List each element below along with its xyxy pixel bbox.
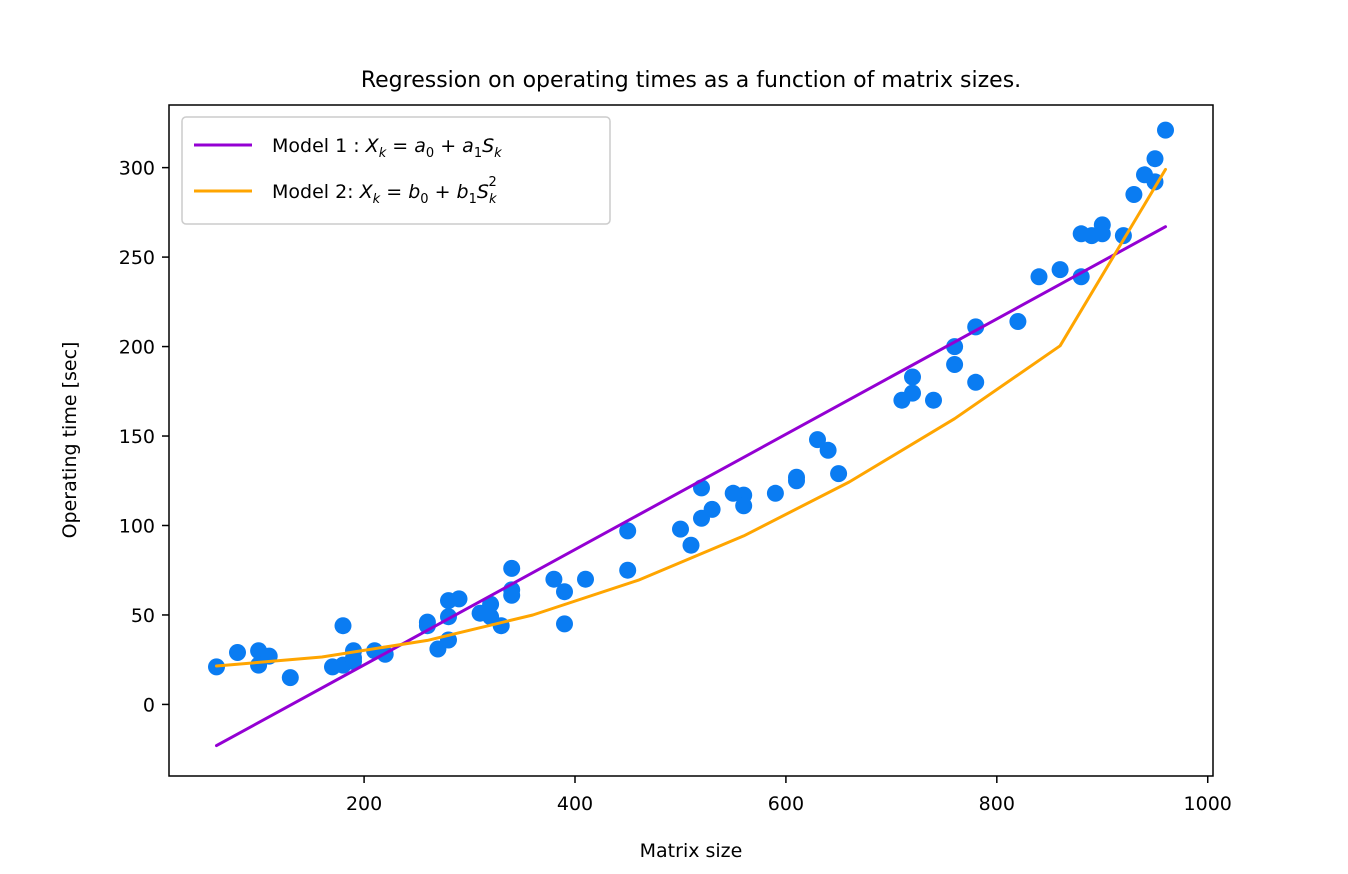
legend-label-model-1: Model 1 : Xk = a0 + a1Sk xyxy=(272,135,502,161)
data-point xyxy=(1009,313,1027,330)
series-line-model-2 xyxy=(215,167,1167,668)
data-point xyxy=(809,431,826,449)
data-point xyxy=(967,373,985,391)
legend-label-model-2: Model 2: Xk = b0 + b1Sk2 xyxy=(272,175,497,207)
y-tick-label: 300 xyxy=(119,158,155,180)
y-tick-label: 100 xyxy=(119,515,155,537)
data-point xyxy=(819,441,837,459)
data-point xyxy=(1030,268,1048,286)
x-axis: 200 400 600 800 1000 xyxy=(346,776,1232,815)
y-axis-label: Operating time [sec] xyxy=(59,342,81,539)
data-point xyxy=(281,669,299,687)
data-point xyxy=(788,468,805,486)
y-tick-label: 200 xyxy=(119,337,155,359)
data-point xyxy=(946,338,964,356)
data-point xyxy=(682,536,700,554)
x-tick-label: 600 xyxy=(768,793,804,815)
data-point xyxy=(766,484,784,502)
y-tick-label: 150 xyxy=(119,426,155,448)
legend: Model 1 : Xk = a0 + a1Sk Model 2: Xk = b… xyxy=(181,116,611,225)
x-tick-label: 800 xyxy=(979,793,1015,815)
data-point xyxy=(556,615,573,633)
data-point xyxy=(703,500,721,518)
data-point xyxy=(1051,261,1069,279)
y-tick-label: 250 xyxy=(119,247,155,269)
y-tick-label: 0 xyxy=(143,694,155,716)
chart-title: Regression on operating times as a funct… xyxy=(361,68,1021,93)
data-point xyxy=(925,391,942,409)
data-point xyxy=(1072,268,1090,286)
data-point xyxy=(229,644,246,661)
data-point xyxy=(735,497,753,515)
data-point xyxy=(334,617,352,635)
data-point xyxy=(904,384,921,402)
data-point xyxy=(830,465,848,483)
data-point xyxy=(619,561,637,579)
x-tick-label: 200 xyxy=(346,793,382,815)
data-point xyxy=(577,570,594,588)
data-point xyxy=(904,368,921,386)
y-tick-label: 50 xyxy=(131,605,155,627)
x-axis-label: Matrix size xyxy=(640,840,743,862)
data-point xyxy=(1125,186,1143,203)
data-point xyxy=(1146,150,1164,168)
y-axis: 0 50 100 150 200 250 300 xyxy=(119,158,169,716)
axes-frame xyxy=(168,104,1214,777)
data-point xyxy=(545,570,563,588)
data-point xyxy=(946,356,964,373)
x-tick-label: 400 xyxy=(557,793,593,815)
series-line-model-1 xyxy=(215,225,1167,748)
data-point xyxy=(503,559,521,577)
data-point xyxy=(672,520,689,538)
data-point xyxy=(482,595,500,613)
data-point xyxy=(450,590,468,608)
data-point xyxy=(1157,121,1174,139)
plot-area xyxy=(208,121,1174,748)
data-point xyxy=(503,586,521,604)
data-point xyxy=(556,583,573,601)
data-point xyxy=(619,522,637,540)
legend-box xyxy=(181,116,611,225)
x-tick-label: 1000 xyxy=(1184,793,1232,815)
data-point xyxy=(1093,225,1111,243)
